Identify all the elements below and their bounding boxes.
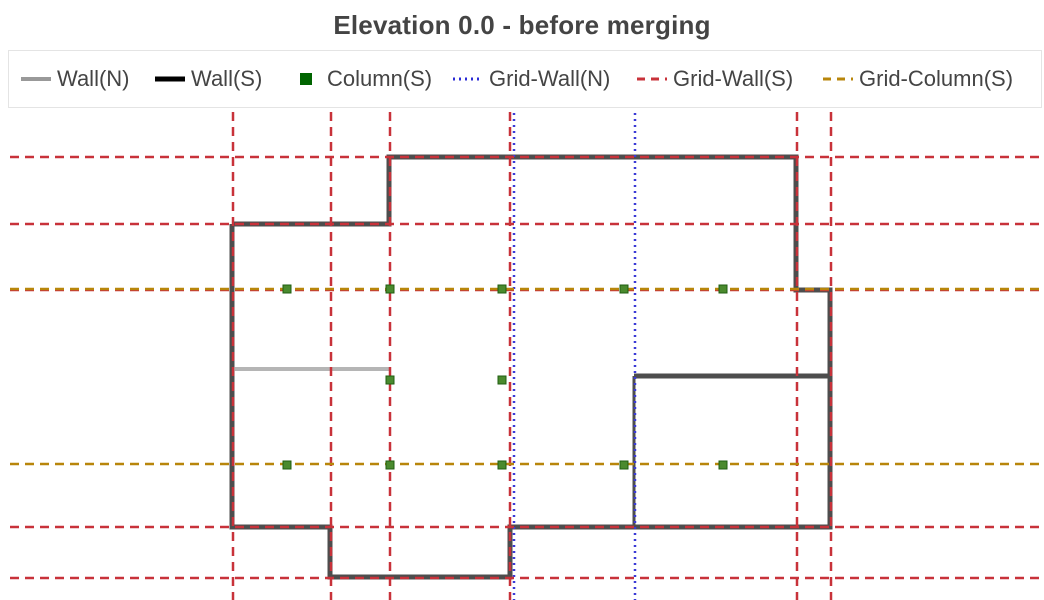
column [497, 284, 507, 294]
column [282, 284, 292, 294]
legend: Wall(N) Wall(S) Column(S) Grid-Wall(N) G… [8, 50, 1042, 108]
legend-swatch-grid-column-s [823, 77, 853, 81]
legend-label-grid-wall-s: Grid-Wall(S) [673, 66, 794, 91]
column [619, 284, 629, 294]
legend-swatch-column-s [300, 73, 312, 85]
legend-swatch-wall-s [155, 76, 185, 82]
column [619, 460, 629, 470]
legend-label-column-s: Column(S) [327, 66, 433, 91]
legend-swatch-grid-wall-n [453, 77, 483, 81]
grid-column-s-lines [10, 287, 1044, 466]
columns-s [282, 284, 728, 470]
column [497, 375, 507, 385]
column [385, 375, 395, 385]
column [718, 284, 728, 294]
legend-label-wall-s: Wall(S) [191, 66, 263, 91]
column [385, 460, 395, 470]
legend-item-grid-wall-n[interactable]: Grid-Wall(N) [453, 51, 610, 107]
chart-title: Elevation 0.0 - before merging [333, 10, 711, 40]
column [497, 460, 507, 470]
legend-item-grid-column-s[interactable]: Grid-Column(S) [823, 51, 1013, 107]
legend-item-grid-wall-s[interactable]: Grid-Wall(S) [637, 51, 793, 107]
legend-swatch-wall-n [21, 77, 51, 81]
legend-label-wall-n: Wall(N) [57, 66, 130, 91]
legend-item-wall-n[interactable]: Wall(N) [21, 51, 130, 107]
legend-item-column-s[interactable]: Column(S) [291, 51, 432, 107]
legend-swatch-grid-wall-s [637, 77, 667, 81]
column [385, 284, 395, 294]
column [282, 460, 292, 470]
legend-label-grid-column-s: Grid-Column(S) [859, 66, 1014, 91]
grid-wall-s-lines [10, 112, 1044, 600]
legend-label-grid-wall-n: Grid-Wall(N) [489, 66, 611, 91]
column [718, 460, 728, 470]
legend-item-wall-s[interactable]: Wall(S) [155, 51, 262, 107]
